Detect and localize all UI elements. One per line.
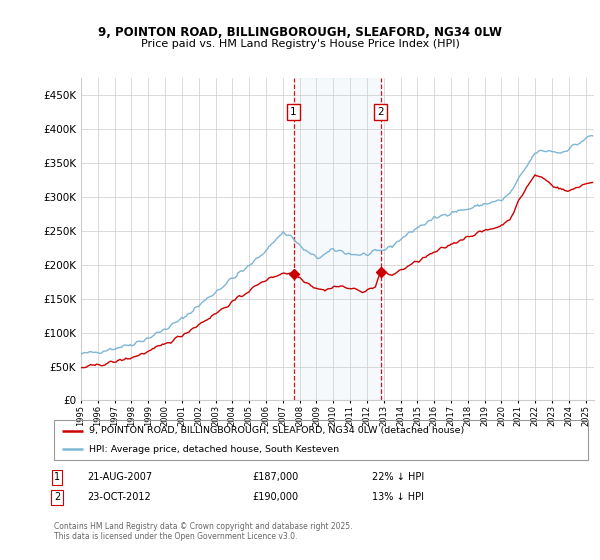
Text: £190,000: £190,000 bbox=[252, 492, 298, 502]
Text: Price paid vs. HM Land Registry's House Price Index (HPI): Price paid vs. HM Land Registry's House … bbox=[140, 39, 460, 49]
Text: 13% ↓ HPI: 13% ↓ HPI bbox=[372, 492, 424, 502]
Text: 1: 1 bbox=[290, 108, 297, 117]
Text: 22% ↓ HPI: 22% ↓ HPI bbox=[372, 472, 424, 482]
Text: 2: 2 bbox=[377, 108, 384, 117]
Text: £187,000: £187,000 bbox=[252, 472, 298, 482]
Text: Contains HM Land Registry data © Crown copyright and database right 2025.
This d: Contains HM Land Registry data © Crown c… bbox=[54, 522, 353, 542]
Text: 9, POINTON ROAD, BILLINGBOROUGH, SLEAFORD, NG34 0LW: 9, POINTON ROAD, BILLINGBOROUGH, SLEAFOR… bbox=[98, 26, 502, 39]
Text: HPI: Average price, detached house, South Kesteven: HPI: Average price, detached house, Sout… bbox=[89, 445, 339, 454]
Bar bbox=[293, 78, 380, 400]
Text: 21-AUG-2007: 21-AUG-2007 bbox=[87, 472, 152, 482]
Text: 9, POINTON ROAD, BILLINGBOROUGH, SLEAFORD, NG34 0LW (detached house): 9, POINTON ROAD, BILLINGBOROUGH, SLEAFOR… bbox=[89, 426, 464, 435]
Text: 1: 1 bbox=[54, 472, 60, 482]
Text: 23-OCT-2012: 23-OCT-2012 bbox=[87, 492, 151, 502]
Text: 2: 2 bbox=[54, 492, 60, 502]
